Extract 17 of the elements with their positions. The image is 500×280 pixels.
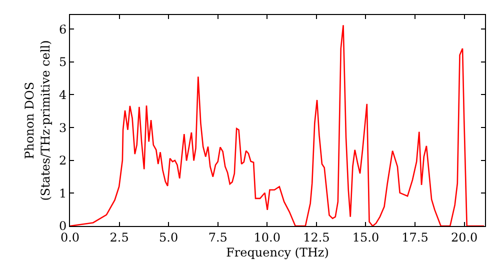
x-tick-label: 5.0 [159,230,178,244]
x-tick-label: 2.5 [110,230,129,244]
y-axis-title: Phonon DOS (States/THz·primitive cell) [22,40,52,201]
x-tick-label: 15.0 [352,230,380,244]
line-series [70,24,485,226]
y-tick-label: 5 [58,55,67,70]
y-tick-label: 6 [58,22,67,36]
x-tick-label: 7.5 [208,230,228,244]
x-tick-label: 12.5 [303,230,330,244]
x-tick-label: 20.0 [450,230,478,244]
y-tick-label: 1 [58,186,67,200]
y-tick-label: 4 [58,88,67,102]
y-tick-label: 3 [58,120,67,135]
x-tick-label: 17.5 [402,230,428,244]
x-axis-title: Frequency (THz) [226,245,329,260]
x-tick-label: 10.0 [254,230,281,244]
y-tick-label: 2 [58,154,67,168]
